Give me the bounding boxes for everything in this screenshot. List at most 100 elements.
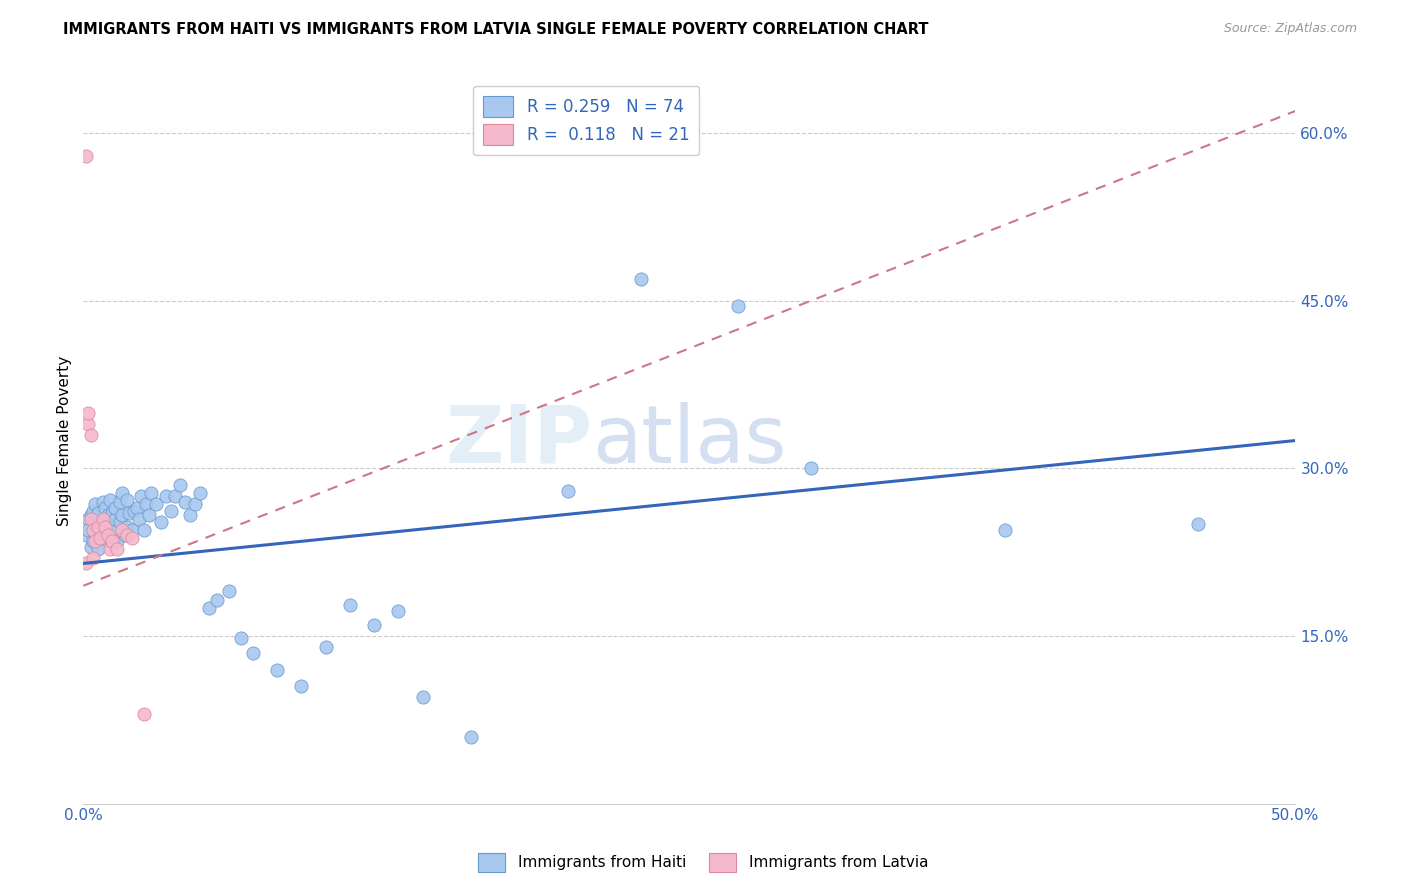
Point xyxy=(169,478,191,492)
Point xyxy=(77,417,100,431)
Point xyxy=(315,640,337,655)
Point xyxy=(290,679,312,693)
Point xyxy=(179,508,201,523)
Point xyxy=(159,504,181,518)
Point xyxy=(114,528,136,542)
Text: atlas: atlas xyxy=(592,401,787,480)
Point xyxy=(105,541,128,556)
Point xyxy=(89,531,111,545)
Point xyxy=(111,486,134,500)
Point xyxy=(84,528,107,542)
Point xyxy=(339,598,361,612)
Point xyxy=(101,534,124,549)
Point xyxy=(75,148,97,162)
Point xyxy=(412,690,434,705)
Point xyxy=(94,512,117,526)
Text: ZIP: ZIP xyxy=(446,401,592,480)
Point xyxy=(94,500,117,515)
Point xyxy=(87,506,110,520)
Point xyxy=(79,540,101,554)
Y-axis label: Single Female Poverty: Single Female Poverty xyxy=(58,355,72,525)
Point xyxy=(98,534,121,549)
Point xyxy=(387,604,409,618)
Point xyxy=(121,523,143,537)
Point xyxy=(149,515,172,529)
Point xyxy=(82,523,104,537)
Point xyxy=(104,512,127,526)
Point xyxy=(630,271,652,285)
Point xyxy=(121,531,143,545)
Legend: Immigrants from Haiti, Immigrants from Latvia: Immigrants from Haiti, Immigrants from L… xyxy=(470,845,936,880)
Point xyxy=(198,601,221,615)
Point xyxy=(122,504,145,518)
Point xyxy=(993,523,1015,537)
Point xyxy=(132,523,155,537)
Point xyxy=(165,489,187,503)
Point xyxy=(91,495,114,509)
Point xyxy=(89,515,111,529)
Point xyxy=(557,483,579,498)
Point xyxy=(82,550,104,565)
Point xyxy=(91,512,114,526)
Point xyxy=(75,528,97,542)
Point xyxy=(84,517,107,532)
Point xyxy=(115,528,138,542)
Point xyxy=(77,523,100,537)
Point xyxy=(77,512,100,526)
Point xyxy=(242,646,264,660)
Point xyxy=(105,534,128,549)
Point xyxy=(131,489,153,503)
Point xyxy=(115,492,138,507)
Point xyxy=(155,489,177,503)
Point xyxy=(145,497,167,511)
Point xyxy=(84,497,107,511)
Point xyxy=(96,528,118,542)
Point xyxy=(118,506,141,520)
Point xyxy=(84,534,107,549)
Point xyxy=(111,508,134,523)
Point xyxy=(800,461,823,475)
Point xyxy=(96,508,118,523)
Point xyxy=(94,519,117,533)
Point xyxy=(77,406,100,420)
Point xyxy=(138,508,160,523)
Point xyxy=(98,541,121,556)
Point xyxy=(727,300,749,314)
Text: IMMIGRANTS FROM HAITI VS IMMIGRANTS FROM LATVIA SINGLE FEMALE POVERTY CORRELATIO: IMMIGRANTS FROM HAITI VS IMMIGRANTS FROM… xyxy=(63,22,929,37)
Point xyxy=(87,519,110,533)
Point xyxy=(174,495,197,509)
Point xyxy=(218,584,240,599)
Point xyxy=(266,663,288,677)
Point xyxy=(132,707,155,722)
Point xyxy=(108,495,131,509)
Point xyxy=(1187,517,1209,532)
Point xyxy=(135,497,157,511)
Point xyxy=(98,492,121,507)
Point xyxy=(89,531,111,545)
Point xyxy=(184,497,207,511)
Point xyxy=(104,500,127,515)
Legend: R = 0.259   N = 74, R =  0.118   N = 21: R = 0.259 N = 74, R = 0.118 N = 21 xyxy=(474,86,699,155)
Point xyxy=(108,515,131,529)
Point xyxy=(89,519,111,533)
Point xyxy=(101,506,124,520)
Point xyxy=(125,500,148,515)
Point xyxy=(128,512,150,526)
Point xyxy=(79,428,101,442)
Point xyxy=(96,519,118,533)
Point xyxy=(87,541,110,556)
Point xyxy=(115,519,138,533)
Point xyxy=(188,486,211,500)
Point xyxy=(79,512,101,526)
Point xyxy=(111,523,134,537)
Point xyxy=(141,486,163,500)
Point xyxy=(82,504,104,518)
Point xyxy=(75,557,97,571)
Point xyxy=(460,730,482,744)
Point xyxy=(82,534,104,549)
Text: Source: ZipAtlas.com: Source: ZipAtlas.com xyxy=(1223,22,1357,36)
Point xyxy=(363,618,385,632)
Point xyxy=(205,593,228,607)
Point xyxy=(101,523,124,537)
Point xyxy=(91,526,114,541)
